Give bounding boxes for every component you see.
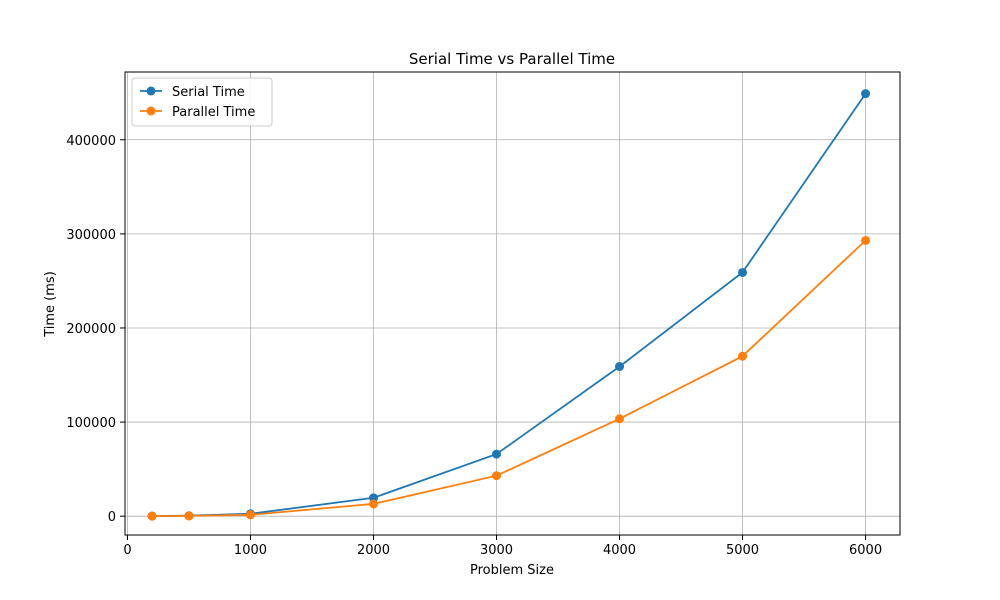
grid-lines — [125, 72, 900, 535]
x-tick-label: 4000 — [603, 543, 636, 558]
data-point-0 — [738, 267, 748, 277]
x-tick-label: 0 — [123, 543, 131, 558]
y-axis-label: Time (ms) — [43, 271, 58, 338]
x-tick-label: 5000 — [726, 543, 759, 558]
y-tick-label: 300000 — [66, 228, 116, 243]
chart-title: Serial Time vs Parallel Time — [409, 50, 615, 68]
series-lines — [147, 89, 871, 521]
data-point-1 — [615, 414, 625, 424]
legend-label: Serial Time — [172, 85, 245, 100]
data-point-1 — [245, 510, 255, 520]
y-tick-label: 400000 — [66, 134, 116, 149]
data-point-0 — [615, 362, 625, 372]
legend-label: Parallel Time — [172, 105, 255, 120]
y-tick-label: 200000 — [66, 322, 116, 337]
data-point-1 — [147, 511, 157, 521]
data-point-1 — [861, 235, 871, 245]
x-axis-label: Problem Size — [470, 563, 554, 578]
data-point-1 — [184, 511, 194, 521]
legend-box — [131, 77, 273, 127]
axes: 0 1000 2000 3000 4000 5000 6000 0 100000 200000 30… — [66, 71, 901, 558]
x-tick-label: 3000 — [480, 543, 513, 558]
y-tick-label: 100000 — [66, 416, 116, 431]
data-point-1 — [492, 471, 502, 481]
x-tick-label: 2000 — [357, 543, 390, 558]
y-tick-label: 0 — [108, 510, 116, 525]
x-tick-label: 6000 — [849, 543, 882, 558]
legend: Serial Time Parallel Time — [131, 77, 273, 127]
data-point-0 — [492, 449, 502, 459]
plot-frame — [124, 71, 901, 536]
data-point-1 — [368, 499, 378, 509]
series-line-1 — [152, 239, 867, 517]
data-point-0 — [861, 89, 871, 99]
legend-marker — [146, 106, 156, 116]
x-tick-label: 1000 — [234, 543, 267, 558]
data-point-1 — [738, 351, 748, 361]
legend-marker — [146, 86, 156, 96]
series-line-0 — [152, 93, 867, 517]
